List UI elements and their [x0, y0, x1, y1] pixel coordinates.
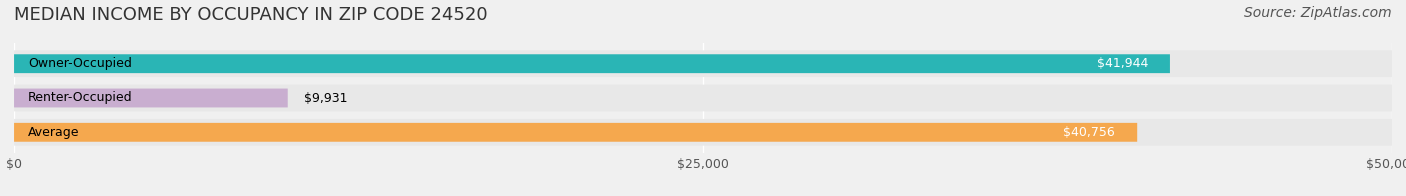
- FancyBboxPatch shape: [14, 123, 1137, 142]
- Text: $9,931: $9,931: [304, 92, 347, 104]
- Text: Average: Average: [28, 126, 79, 139]
- FancyBboxPatch shape: [14, 50, 1392, 77]
- Text: Source: ZipAtlas.com: Source: ZipAtlas.com: [1244, 6, 1392, 20]
- Text: $41,944: $41,944: [1097, 57, 1147, 70]
- Text: MEDIAN INCOME BY OCCUPANCY IN ZIP CODE 24520: MEDIAN INCOME BY OCCUPANCY IN ZIP CODE 2…: [14, 6, 488, 24]
- FancyBboxPatch shape: [14, 89, 288, 107]
- Text: Renter-Occupied: Renter-Occupied: [28, 92, 132, 104]
- Text: Owner-Occupied: Owner-Occupied: [28, 57, 132, 70]
- Text: $40,756: $40,756: [1063, 126, 1115, 139]
- FancyBboxPatch shape: [14, 119, 1392, 146]
- FancyBboxPatch shape: [14, 54, 1170, 73]
- FancyBboxPatch shape: [14, 85, 1392, 111]
